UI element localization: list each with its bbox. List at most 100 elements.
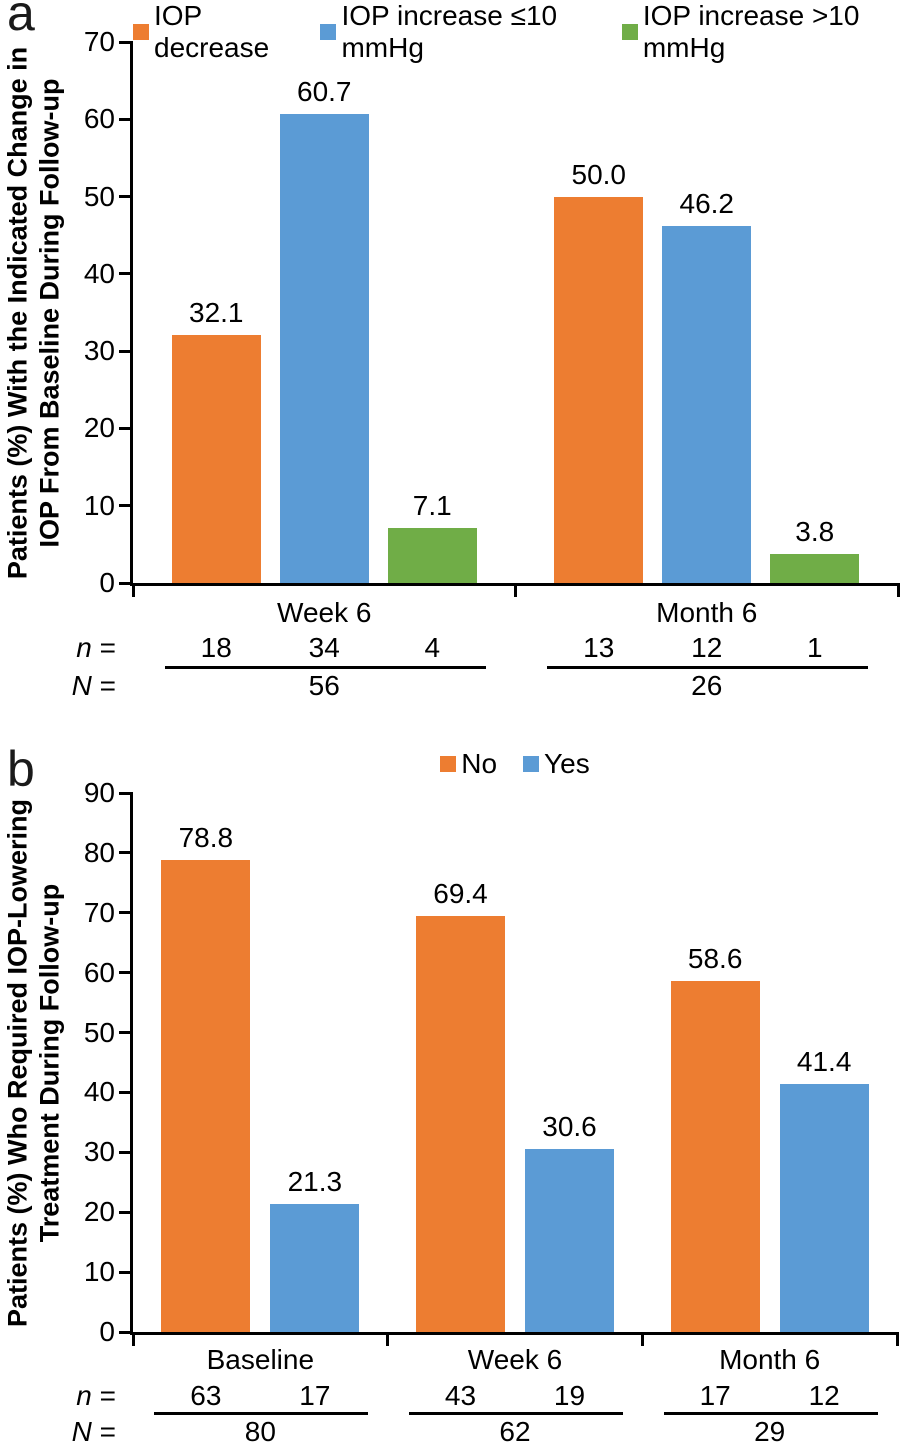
- n-value: 1: [806, 632, 823, 663]
- y-axis-tick: [119, 791, 131, 795]
- y-axis-title-line: Patients (%) With the Indicated Change i…: [2, 46, 32, 579]
- bar-iop-increase-10-mmhg-week-6: [387, 528, 477, 583]
- n-row-label-letter: n: [76, 1380, 92, 1411]
- N-row-label-equals: =: [91, 1416, 116, 1447]
- bar-iop-decrease-week-6: [171, 334, 261, 583]
- y-axis-title: Patients (%) Who Required IOP-Lowering Tr…: [1, 793, 65, 1332]
- n-value: 43: [444, 1380, 477, 1411]
- y-axis-tick: [119, 1031, 131, 1035]
- bar-value-label: 30.6: [542, 1110, 597, 1142]
- n-row-underline: [663, 1412, 878, 1415]
- y-axis-tick: [119, 40, 131, 44]
- legend-label: IOP increase ≤10 mmHg: [341, 0, 558, 63]
- n-row-underline: [547, 666, 869, 669]
- n-row-label-equals: =: [91, 1380, 116, 1411]
- n-row-underline: [409, 1412, 623, 1415]
- y-axis-title-line: Treatment During Follow-up: [34, 883, 64, 1242]
- y-tick-label: 10: [83, 1256, 115, 1288]
- y-axis-tick: [119, 971, 131, 975]
- bar-value-label: 78.8: [178, 822, 234, 854]
- y-axis-tick: [119, 1150, 131, 1154]
- bar-value-label: 58.6: [687, 943, 743, 975]
- y-tick-label: 20: [83, 1196, 115, 1228]
- legend-label: No: [461, 748, 498, 779]
- y-axis-tick: [119, 1270, 131, 1274]
- legend: IOP decrease IOP increase ≤10 mmHg IOP inc…: [133, 0, 898, 64]
- y-axis-title-line: Patients (%) Who Required IOP-Lowering: [2, 798, 32, 1327]
- y-tick-label: 80: [83, 836, 115, 868]
- bar-value-label: 41.4: [796, 1046, 852, 1078]
- y-axis-tick: [119, 581, 131, 585]
- bar-value-label: 60.7: [297, 75, 352, 107]
- bar-value-label: 21.3: [287, 1166, 343, 1198]
- y-tick-label: 20: [83, 412, 115, 444]
- y-axis-tick: [119, 1330, 131, 1334]
- n-row-underline: [154, 1412, 369, 1415]
- y-axis-tick: [119, 1210, 131, 1214]
- y-tick-label: 50: [83, 1016, 115, 1048]
- bar-iop-decrease-month-6: [554, 196, 644, 583]
- bar-value-label: 32.1: [189, 296, 244, 328]
- n-value: 19: [553, 1380, 586, 1411]
- bar-value-label: 3.8: [795, 515, 835, 547]
- y-tick-label: 90: [83, 777, 115, 808]
- legend-swatch-icon-no: [440, 756, 457, 772]
- n-row-label: n =: [40, 633, 116, 663]
- bar-no-baseline: [161, 860, 251, 1332]
- y-tick-label: 70: [83, 896, 115, 928]
- n-row-label-letter: n: [76, 632, 92, 663]
- x-axis-tick: [131, 586, 135, 597]
- x-axis-tick: [895, 1335, 899, 1346]
- bar-iop-increase-10-mmhg-month-6: [770, 553, 860, 583]
- legend-swatch-icon-iop-increase-10-mmhg: [320, 24, 337, 40]
- N-row-label: N =: [40, 1417, 116, 1447]
- N-value: 80: [244, 1416, 276, 1447]
- bar-value-label: 46.2: [679, 187, 735, 219]
- n-row-label-equals: =: [91, 632, 116, 663]
- n-value: 63: [190, 1380, 222, 1411]
- y-tick-label: 40: [83, 257, 115, 289]
- x-category-label-month-6: Month 6: [656, 597, 758, 628]
- bar-iop-increase-10-mmhg-month-6: [662, 225, 752, 583]
- y-tick-label: 60: [83, 103, 115, 135]
- bar-no-week-6: [416, 916, 505, 1332]
- bar-yes-baseline: [270, 1204, 360, 1332]
- N-value: 62: [499, 1416, 531, 1447]
- n-value: 13: [583, 632, 615, 663]
- N-row-label-equals: =: [91, 670, 116, 701]
- y-tick-label: 30: [83, 1136, 115, 1168]
- y-tick-label: 70: [83, 26, 115, 57]
- x-axis-tick: [640, 1335, 644, 1346]
- y-axis-line: [130, 41, 133, 586]
- y-tick-label: 40: [83, 1076, 115, 1108]
- N-value: 56: [308, 670, 340, 701]
- x-axis-tick: [386, 1335, 390, 1346]
- bar-no-month-6: [670, 981, 760, 1332]
- legend-item-iop-increase-10-mmhg: IOP increase >10 mmHg: [621, 0, 898, 64]
- y-tick-label: 10: [83, 489, 115, 521]
- legend-item-no: No: [440, 748, 497, 780]
- n-value: 12: [808, 1380, 840, 1411]
- x-axis-line: [130, 583, 900, 586]
- bar-yes-month-6: [779, 1084, 869, 1332]
- legend-label: IOP decrease: [154, 0, 270, 63]
- y-axis-tick: [119, 117, 131, 121]
- legend-item-iop-increase-10-mmhg: IOP increase ≤10 mmHg: [320, 0, 595, 64]
- y-tick-label: 50: [83, 180, 115, 212]
- y-tick-label: 30: [83, 335, 115, 367]
- y-tick-label: 60: [83, 956, 115, 988]
- legend-swatch-icon-yes: [523, 756, 540, 772]
- x-axis-line: [130, 1332, 899, 1335]
- y-axis-line: [130, 792, 133, 1335]
- y-axis-tick: [119, 349, 131, 353]
- bar-yes-week-6: [525, 1148, 614, 1332]
- y-axis-tick: [119, 1090, 131, 1094]
- N-value: 29: [754, 1416, 786, 1447]
- N-row-label: N =: [40, 671, 116, 701]
- y-axis-tick: [119, 195, 131, 199]
- legend-item-iop-decrease: IOP decrease: [133, 0, 294, 64]
- N-value: 26: [691, 670, 723, 701]
- bar-value-label: 69.4: [433, 878, 488, 910]
- legend-swatch-icon-iop-decrease: [133, 24, 149, 40]
- x-category-label-baseline: Baseline: [206, 1344, 315, 1375]
